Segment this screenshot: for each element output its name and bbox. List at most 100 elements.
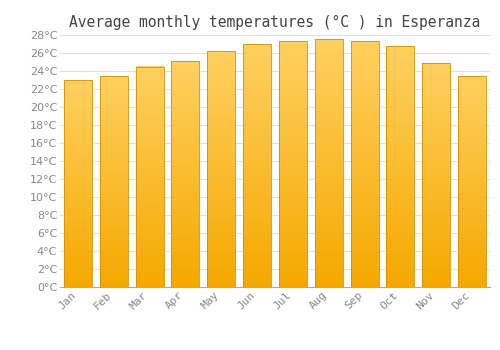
Bar [422, 103, 450, 105]
Bar [208, 122, 235, 124]
Bar [422, 94, 450, 97]
Bar [350, 71, 378, 73]
Bar [243, 199, 271, 202]
Bar [64, 119, 92, 121]
Bar [64, 227, 92, 229]
Bar [458, 249, 486, 251]
Bar [350, 108, 378, 110]
Bar [208, 108, 235, 110]
Bar [279, 149, 307, 152]
Bar [64, 254, 92, 256]
Bar [100, 154, 128, 156]
Bar [208, 195, 235, 197]
Bar [422, 258, 450, 260]
Bar [422, 159, 450, 161]
Bar [350, 127, 378, 130]
Bar [315, 76, 342, 78]
Bar [386, 63, 414, 65]
Bar [458, 135, 486, 137]
Bar [172, 84, 200, 86]
Bar [172, 197, 200, 199]
Bar [172, 152, 200, 154]
Bar [315, 267, 342, 270]
Bar [136, 128, 164, 131]
Bar [315, 56, 342, 58]
Bar [136, 146, 164, 148]
Bar [208, 245, 235, 247]
Bar [172, 72, 200, 75]
Bar [458, 143, 486, 145]
Bar [100, 109, 128, 111]
Bar [172, 224, 200, 226]
Bar [458, 255, 486, 257]
Bar [350, 157, 378, 159]
Bar [422, 105, 450, 108]
Bar [386, 70, 414, 72]
Bar [208, 266, 235, 268]
Bar [350, 90, 378, 93]
Bar [243, 95, 271, 97]
Bar [315, 66, 342, 68]
Bar [136, 285, 164, 287]
Bar [172, 75, 200, 77]
Bar [100, 113, 128, 116]
Bar [208, 94, 235, 96]
Bar [172, 61, 200, 287]
Bar [208, 214, 235, 216]
Bar [458, 92, 486, 95]
Bar [172, 199, 200, 201]
Bar [315, 128, 342, 131]
Bar [208, 105, 235, 108]
Bar [350, 68, 378, 71]
Bar [100, 156, 128, 158]
Bar [422, 166, 450, 168]
Bar [243, 192, 271, 195]
Bar [243, 127, 271, 129]
Bar [386, 200, 414, 203]
Bar [172, 102, 200, 104]
Bar [458, 200, 486, 202]
Bar [100, 143, 128, 145]
Bar [350, 115, 378, 118]
Bar [136, 203, 164, 205]
Bar [172, 169, 200, 172]
Bar [172, 262, 200, 264]
Bar [64, 80, 92, 287]
Bar [315, 205, 342, 208]
Bar [458, 266, 486, 268]
Bar [172, 145, 200, 147]
Bar [315, 111, 342, 113]
Bar [350, 211, 378, 213]
Bar [136, 108, 164, 111]
Bar [208, 51, 235, 54]
Bar [350, 73, 378, 76]
Bar [172, 142, 200, 145]
Bar [100, 257, 128, 259]
Bar [458, 272, 486, 274]
Bar [100, 232, 128, 234]
Bar [458, 192, 486, 194]
Bar [243, 63, 271, 66]
Bar [136, 236, 164, 238]
Bar [64, 188, 92, 190]
Bar [279, 280, 307, 282]
Bar [386, 178, 414, 181]
Bar [386, 246, 414, 248]
Bar [172, 231, 200, 233]
Bar [100, 116, 128, 118]
Bar [243, 260, 271, 263]
Bar [422, 81, 450, 83]
Bar [172, 212, 200, 215]
Bar [243, 146, 271, 148]
Bar [315, 215, 342, 217]
Bar [458, 90, 486, 92]
Bar [100, 204, 128, 206]
Bar [386, 256, 414, 258]
Bar [458, 259, 486, 261]
Bar [350, 223, 378, 225]
Bar [208, 249, 235, 252]
Bar [136, 177, 164, 179]
Bar [208, 110, 235, 112]
Bar [458, 84, 486, 86]
Bar [350, 208, 378, 211]
